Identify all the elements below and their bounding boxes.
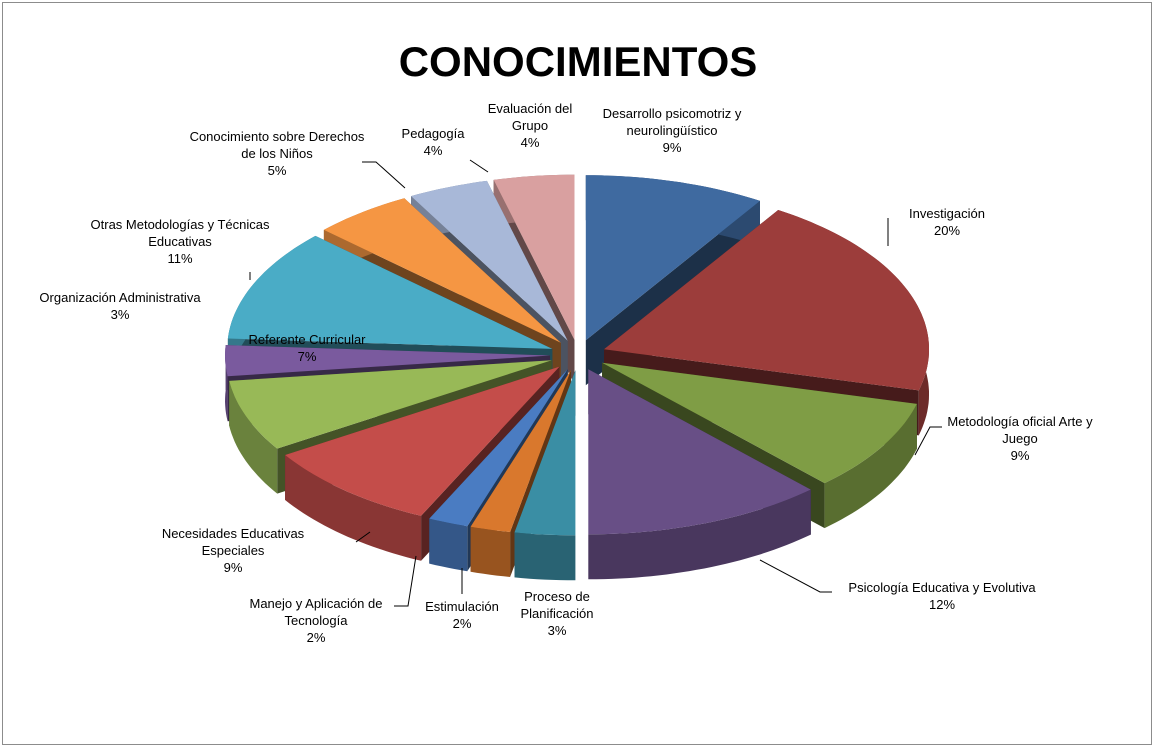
value-label: 12% [928, 597, 956, 612]
category-label: Otras Metodologías y Técnicas Educativas [90, 217, 270, 249]
value-label: 9% [1010, 448, 1030, 463]
data-label: Estimulación 2% [412, 598, 512, 632]
slice-side [514, 532, 576, 581]
leader-line [914, 426, 942, 456]
value-label: 7% [297, 349, 317, 364]
value-label: 9% [223, 560, 243, 575]
value-label: 4% [423, 143, 443, 158]
value-label: 2% [306, 630, 326, 645]
category-label: Conocimiento sobre Derechos de los Niños [189, 129, 365, 161]
slice [227, 235, 553, 349]
value-label: 9% [662, 140, 682, 155]
data-label: Referente Curricular 7% [222, 331, 392, 365]
slice [323, 198, 561, 343]
data-label: Manejo y Aplicación de Tecnología 2% [221, 595, 411, 646]
slice-side [229, 380, 278, 494]
slice [429, 369, 568, 527]
data-label: Conocimiento sobre Derechos de los Niños… [187, 128, 367, 179]
value-label: 3% [110, 307, 130, 322]
chart-title: CONOCIMIENTOS [398, 38, 758, 85]
value-label: 2% [452, 616, 472, 631]
data-label: Proceso de Planificación 3% [502, 588, 612, 639]
slice [470, 369, 571, 532]
category-label: Metodología oficial Arte y Juego [947, 414, 1093, 446]
slice [225, 345, 550, 377]
slice-side [429, 518, 468, 572]
data-label: Necesidades Educativas Especiales 9% [138, 525, 328, 576]
slice [604, 210, 929, 391]
category-label: Desarrollo psicomotriz y neurolingüístic… [602, 106, 742, 138]
data-label: Evaluación del Grupo 4% [480, 100, 580, 151]
slice-side [824, 403, 917, 529]
data-label: Organización Administrativa 3% [5, 289, 235, 323]
value-label: 20% [933, 223, 961, 238]
category-label: Investigación [909, 206, 985, 221]
category-label: Psicología Educativa y Evolutiva [848, 580, 1036, 595]
category-label: Necesidades Educativas Especiales [161, 526, 305, 558]
value-label: 3% [547, 623, 567, 638]
slice-side [588, 489, 811, 580]
slice [285, 366, 560, 516]
leader-line [469, 159, 489, 173]
leader-line [394, 555, 417, 607]
category-label: Organización Administrativa [39, 290, 201, 305]
category-label: Proceso de Planificación [520, 589, 594, 621]
data-label: Pedagogía 4% [388, 125, 478, 159]
data-label: Otras Metodologías y Técnicas Educativas… [65, 216, 295, 267]
slice [588, 369, 811, 535]
category-label: Pedagogía [401, 126, 465, 141]
slice-side [285, 455, 422, 561]
slice [229, 360, 552, 449]
data-label: Psicología Educativa y Evolutiva 12% [822, 579, 1062, 613]
category-label: Referente Curricular [248, 332, 366, 347]
slice [585, 175, 760, 341]
slice [514, 370, 576, 536]
value-label: 4% [520, 135, 540, 150]
slice [493, 174, 575, 340]
value-label: 5% [267, 163, 287, 178]
value-label: 11% [167, 251, 193, 266]
slice-side [470, 526, 511, 577]
slice [602, 362, 917, 484]
leader-line [362, 161, 406, 189]
category-label: Evaluación del Grupo [487, 101, 573, 133]
category-label: Estimulación [425, 599, 499, 614]
data-label: Investigación 20% [887, 205, 1007, 239]
leader-line [355, 531, 371, 543]
leader-line [759, 559, 832, 593]
slice [411, 180, 568, 341]
data-label: Metodología oficial Arte y Juego 9% [945, 413, 1095, 464]
category-label: Manejo y Aplicación de Tecnología [249, 596, 383, 628]
data-label: Desarrollo psicomotriz y neurolingüístic… [577, 105, 767, 156]
